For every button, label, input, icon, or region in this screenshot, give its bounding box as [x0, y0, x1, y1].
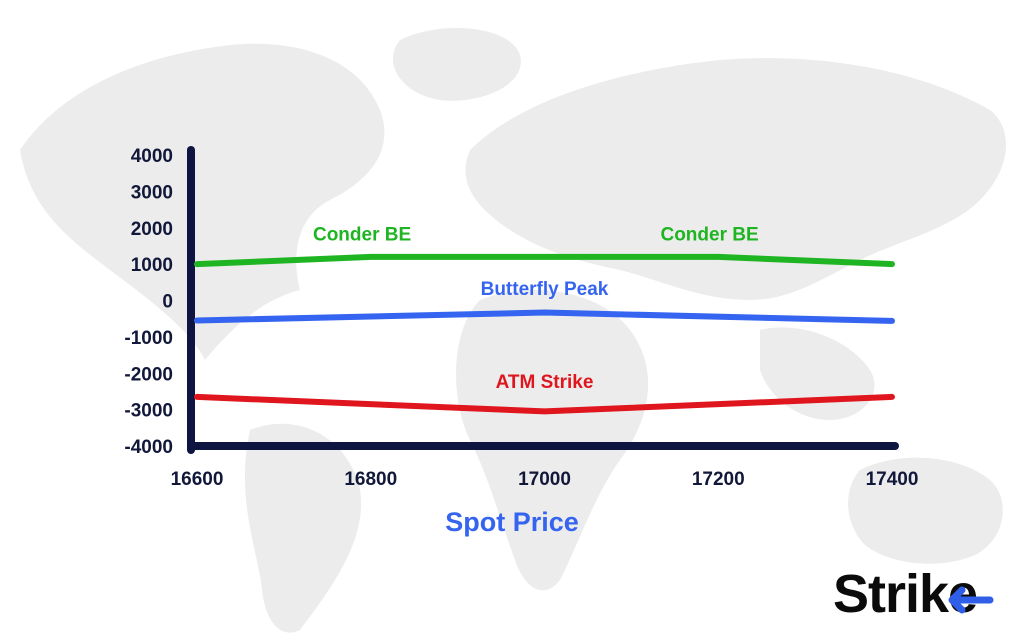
- x-tick-label: 17200: [692, 469, 745, 490]
- x-tick-label: 16800: [344, 469, 397, 490]
- y-tick-label: 1000: [131, 255, 173, 276]
- x-tick-label: 16600: [171, 469, 224, 490]
- map-greenland: [392, 28, 521, 101]
- x-tick-label: 17400: [866, 469, 919, 490]
- map-southeast-asia: [760, 327, 875, 420]
- y-tick-label: -1000: [124, 328, 173, 349]
- y-tick-label: 0: [162, 292, 173, 313]
- series-label-conder-be: Conder BE: [313, 224, 411, 245]
- series-lines: [194, 253, 895, 415]
- y-tick-label: 4000: [131, 146, 173, 167]
- map-south-america: [244, 423, 362, 633]
- x-axis-title: Spot Price: [445, 507, 579, 537]
- series-label-atm-strike: ATM Strike: [496, 372, 594, 393]
- series-label-conder-be: Conder BE: [660, 224, 758, 245]
- map-australia: [848, 457, 1003, 564]
- series-labels: Conder BE Conder BE Butterfly Peak ATM Stri…: [313, 224, 759, 392]
- x-tick-labels: 16600 16800 17000 17200 17400: [171, 469, 919, 490]
- map-north-america: [20, 43, 385, 361]
- logo-arrow-icon: [948, 586, 994, 614]
- y-tick-label: -4000: [124, 437, 173, 458]
- x-tick-label: 17000: [518, 469, 571, 490]
- y-tick-label: -3000: [124, 401, 173, 422]
- strike-logo: Strike: [833, 564, 994, 624]
- y-tick-label: 3000: [131, 182, 173, 203]
- series-line-atm-strike: [194, 393, 895, 415]
- series-line-conder-be: [194, 253, 895, 268]
- series-line-butterfly-peak: [194, 309, 895, 324]
- axes: [187, 146, 899, 454]
- world-map-background: [20, 28, 1007, 633]
- y-tick-label: -2000: [124, 364, 173, 385]
- y-tick-labels: 4000 3000 2000 1000 0 -1000 -2000 -3000 -4000: [124, 146, 173, 458]
- y-tick-label: 2000: [131, 219, 173, 240]
- map-eurasia: [465, 58, 1007, 301]
- series-label-butterfly-peak: Butterfly Peak: [481, 279, 609, 300]
- map-africa: [456, 290, 649, 591]
